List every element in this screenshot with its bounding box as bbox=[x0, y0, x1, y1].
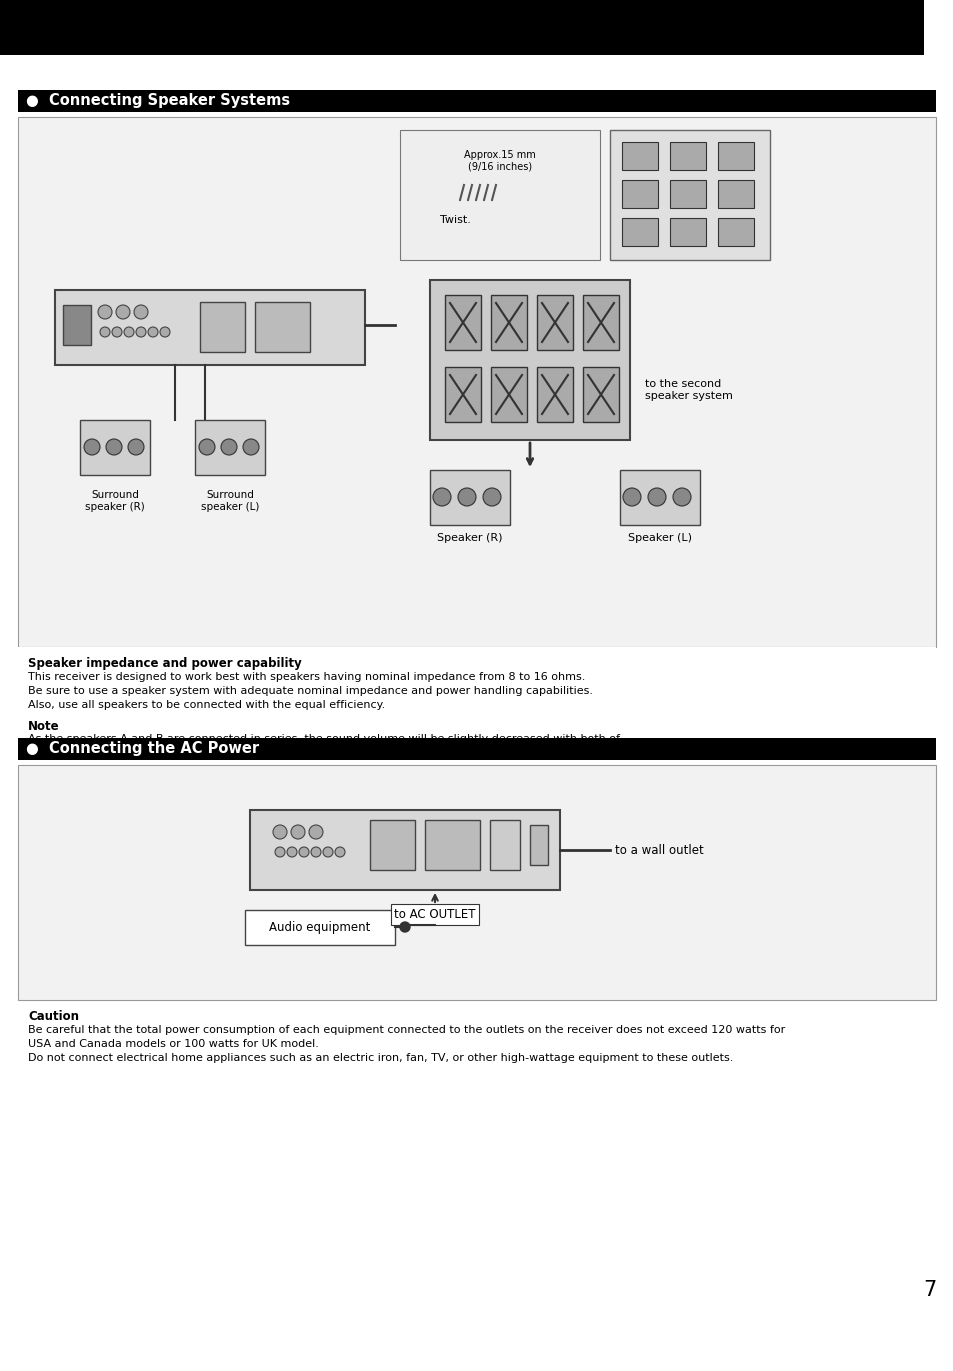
Circle shape bbox=[672, 488, 690, 506]
Circle shape bbox=[98, 304, 112, 319]
Circle shape bbox=[128, 439, 144, 455]
Text: Approx.15 mm
(9/16 inches): Approx.15 mm (9/16 inches) bbox=[464, 149, 536, 171]
Bar bbox=[80, 420, 150, 474]
Circle shape bbox=[482, 488, 500, 506]
Text: ●  Connecting Speaker Systems: ● Connecting Speaker Systems bbox=[26, 93, 290, 108]
Circle shape bbox=[148, 328, 158, 337]
Bar bbox=[718, 180, 753, 208]
Text: ●  Connecting the AC Power: ● Connecting the AC Power bbox=[26, 742, 259, 757]
Text: Twist.: Twist. bbox=[439, 215, 471, 225]
Bar bbox=[718, 218, 753, 245]
Bar bbox=[537, 367, 573, 422]
Circle shape bbox=[622, 488, 640, 506]
Text: Caution: Caution bbox=[28, 1010, 79, 1023]
Bar bbox=[370, 820, 415, 871]
Circle shape bbox=[199, 439, 214, 455]
Bar bbox=[399, 130, 599, 260]
Text: Speaker (L): Speaker (L) bbox=[627, 533, 691, 543]
Text: to the second
speaker system: to the second speaker system bbox=[644, 380, 732, 400]
Circle shape bbox=[116, 304, 130, 319]
Circle shape bbox=[274, 847, 285, 857]
Circle shape bbox=[136, 328, 146, 337]
Bar bbox=[430, 470, 510, 525]
Circle shape bbox=[243, 439, 258, 455]
Bar bbox=[200, 302, 245, 352]
Bar bbox=[444, 295, 480, 350]
Bar bbox=[0, 0, 953, 55]
Circle shape bbox=[298, 847, 309, 857]
Circle shape bbox=[457, 488, 476, 506]
Bar bbox=[430, 280, 629, 440]
Bar bbox=[194, 420, 265, 474]
Text: Be careful that the total power consumption of each equipment connected to the o: Be careful that the total power consumpt… bbox=[28, 1026, 784, 1063]
Bar bbox=[55, 291, 365, 365]
Circle shape bbox=[311, 847, 320, 857]
Text: Note: Note bbox=[28, 720, 59, 733]
Circle shape bbox=[291, 825, 305, 839]
Circle shape bbox=[221, 439, 236, 455]
Bar bbox=[491, 295, 526, 350]
Circle shape bbox=[273, 825, 287, 839]
Circle shape bbox=[84, 439, 100, 455]
Text: to a wall outlet: to a wall outlet bbox=[615, 843, 703, 857]
Bar bbox=[444, 367, 480, 422]
Bar bbox=[18, 647, 935, 738]
Bar bbox=[250, 810, 559, 890]
Text: Audio equipment: Audio equipment bbox=[269, 920, 371, 934]
Text: This receiver is designed to work best with speakers having nominal impedance fr: This receiver is designed to work best w… bbox=[28, 672, 593, 710]
Bar bbox=[582, 367, 618, 422]
Circle shape bbox=[399, 923, 410, 932]
Circle shape bbox=[124, 328, 133, 337]
Circle shape bbox=[433, 488, 451, 506]
Bar bbox=[718, 143, 753, 170]
Circle shape bbox=[133, 304, 148, 319]
Bar bbox=[18, 90, 935, 112]
Bar bbox=[923, 0, 953, 55]
Text: Surround
speaker (L): Surround speaker (L) bbox=[200, 489, 259, 511]
Bar bbox=[63, 304, 91, 345]
Text: 7: 7 bbox=[923, 1281, 936, 1300]
Bar bbox=[254, 302, 310, 352]
Bar bbox=[669, 143, 705, 170]
Text: to AC OUTLET: to AC OUTLET bbox=[394, 908, 476, 921]
Circle shape bbox=[112, 328, 122, 337]
Text: Surround
speaker (R): Surround speaker (R) bbox=[85, 489, 145, 511]
Circle shape bbox=[335, 847, 345, 857]
Bar bbox=[619, 470, 700, 525]
Bar bbox=[669, 218, 705, 245]
Text: Speaker (R): Speaker (R) bbox=[436, 533, 502, 543]
Bar bbox=[621, 143, 658, 170]
Circle shape bbox=[309, 825, 323, 839]
Bar bbox=[669, 180, 705, 208]
Text: Speaker impedance and power capability: Speaker impedance and power capability bbox=[28, 657, 301, 670]
Text: As the speakers A and B are connected in series, the sound volume will be slight: As the speakers A and B are connected in… bbox=[28, 733, 619, 758]
Bar bbox=[582, 295, 618, 350]
Bar bbox=[18, 765, 935, 999]
Bar bbox=[537, 295, 573, 350]
Bar bbox=[245, 910, 395, 945]
Bar bbox=[424, 820, 479, 871]
Circle shape bbox=[647, 488, 665, 506]
Circle shape bbox=[106, 439, 122, 455]
Bar bbox=[18, 117, 935, 647]
Bar bbox=[609, 130, 769, 260]
Circle shape bbox=[160, 328, 170, 337]
Circle shape bbox=[323, 847, 333, 857]
Bar bbox=[490, 820, 519, 871]
Bar bbox=[491, 367, 526, 422]
Circle shape bbox=[100, 328, 110, 337]
Bar bbox=[18, 738, 935, 760]
Bar bbox=[530, 825, 547, 865]
Bar bbox=[621, 180, 658, 208]
Circle shape bbox=[287, 847, 296, 857]
Bar bbox=[621, 218, 658, 245]
